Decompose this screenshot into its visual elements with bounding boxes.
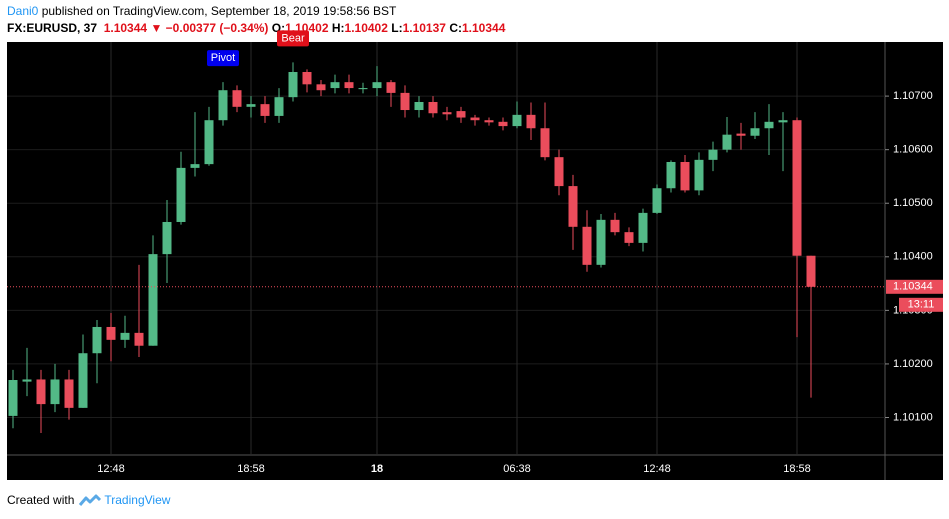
x-tick-label: 18 — [371, 463, 383, 475]
h-label: H: — [331, 21, 345, 35]
candle-body — [708, 149, 718, 160]
x-tick-label: 06:38 — [503, 463, 531, 475]
candle-body — [78, 353, 88, 408]
last: 1.10344 — [103, 21, 148, 35]
candle-body — [498, 121, 508, 127]
l: 1.10137 — [402, 21, 446, 35]
header-line: Dani0 published on TradingView.com, Sept… — [7, 4, 396, 18]
candle-body — [428, 101, 438, 114]
footer-brand[interactable]: TradingView — [104, 493, 171, 507]
candle-body — [232, 90, 242, 107]
y-tick-label: 1.10600 — [893, 144, 933, 156]
arrow: ▼ — [150, 21, 163, 35]
annotation-box — [277, 30, 309, 47]
candle-body — [456, 111, 466, 118]
y-tick-label: 1.10100 — [893, 411, 933, 423]
footer-text: Created with — [7, 493, 75, 507]
candle-body — [190, 164, 200, 168]
candle-body — [106, 326, 116, 340]
candle-body — [204, 120, 214, 165]
x-tick-label: 12:48 — [97, 463, 125, 475]
candle-body — [582, 226, 592, 265]
candle-body — [470, 117, 480, 121]
chart-background — [7, 42, 943, 480]
logo — [79, 494, 102, 506]
candle-body — [274, 97, 284, 116]
footer: Created with TradingView — [7, 493, 170, 507]
candle-body — [260, 104, 270, 116]
candle-body — [652, 188, 662, 213]
candle-body — [694, 159, 704, 191]
price-label-box — [886, 279, 943, 294]
candle-body — [624, 232, 634, 243]
candle-body — [120, 332, 130, 340]
annotation: Pivot — [211, 52, 235, 64]
candle-body — [610, 219, 620, 233]
x-tick-label: 12:48 — [643, 463, 671, 475]
l-label: L: — [391, 21, 403, 35]
symbol: FX:EURUSD, 37 — [7, 21, 98, 35]
candle-body — [400, 92, 410, 111]
candle-body — [148, 254, 158, 346]
candle-body — [344, 82, 354, 89]
candle-body — [722, 134, 732, 150]
candle-body — [638, 212, 648, 243]
candle-body — [806, 255, 816, 287]
y-tick-label: 1.10200 — [893, 358, 933, 370]
candle-body — [288, 71, 298, 98]
x-tick-label: 18:58 — [237, 463, 265, 475]
candle-body — [134, 332, 144, 346]
x-tick-label: 18:58 — [783, 463, 811, 475]
candle-body — [358, 88, 368, 90]
candle-body — [778, 120, 788, 123]
candle-body — [372, 82, 382, 89]
candle-body — [22, 379, 32, 382]
candle-body — [330, 82, 340, 89]
candle-body — [386, 82, 396, 93]
candle-body — [512, 114, 522, 127]
y-tick-label: 1.10700 — [893, 90, 933, 102]
candle-body — [8, 380, 18, 416]
candle-body — [302, 71, 312, 85]
countdown: 13:11 — [908, 299, 935, 311]
candle-body — [750, 128, 760, 136]
countdown-box — [899, 297, 943, 312]
y-tick-label: 1.10500 — [893, 197, 933, 209]
annotation: Bear — [281, 32, 305, 44]
candle-body — [64, 379, 74, 408]
candle-body — [792, 120, 802, 256]
published: published on TradingView.com, September … — [41, 4, 397, 18]
candle-body — [92, 326, 102, 354]
candle-body — [36, 379, 46, 405]
candle-body — [680, 161, 690, 191]
candle-body — [526, 114, 536, 129]
c-label: C: — [449, 21, 462, 35]
candle-body — [316, 84, 326, 91]
change: −0.00377 (−0.34%) — [165, 21, 269, 35]
annotation-box — [207, 50, 239, 67]
candle-body — [50, 379, 60, 405]
candle-body — [246, 104, 256, 107]
candle-body — [736, 133, 746, 136]
candle-body — [568, 186, 578, 227]
price-label: 1.10344 — [893, 281, 933, 293]
c: 1.10344 — [461, 21, 506, 35]
candle-body — [442, 112, 452, 115]
candle-body — [218, 90, 228, 121]
candle-body — [596, 219, 606, 265]
author[interactable]: Dani0 — [7, 4, 39, 18]
candle-body — [666, 161, 676, 189]
h: 1.10402 — [344, 21, 388, 35]
y-tick-label: 1.10400 — [893, 251, 933, 263]
candle-body — [554, 157, 564, 187]
candle-body — [176, 167, 186, 222]
candle-body — [162, 221, 172, 255]
candle-body — [414, 101, 424, 111]
candle-body — [540, 128, 550, 158]
candle-body — [484, 120, 494, 123]
candle-body — [764, 121, 774, 129]
header-line: FX:EURUSD, 37 1.10344 ▼ −0.00377 (−0.34%… — [7, 21, 505, 35]
